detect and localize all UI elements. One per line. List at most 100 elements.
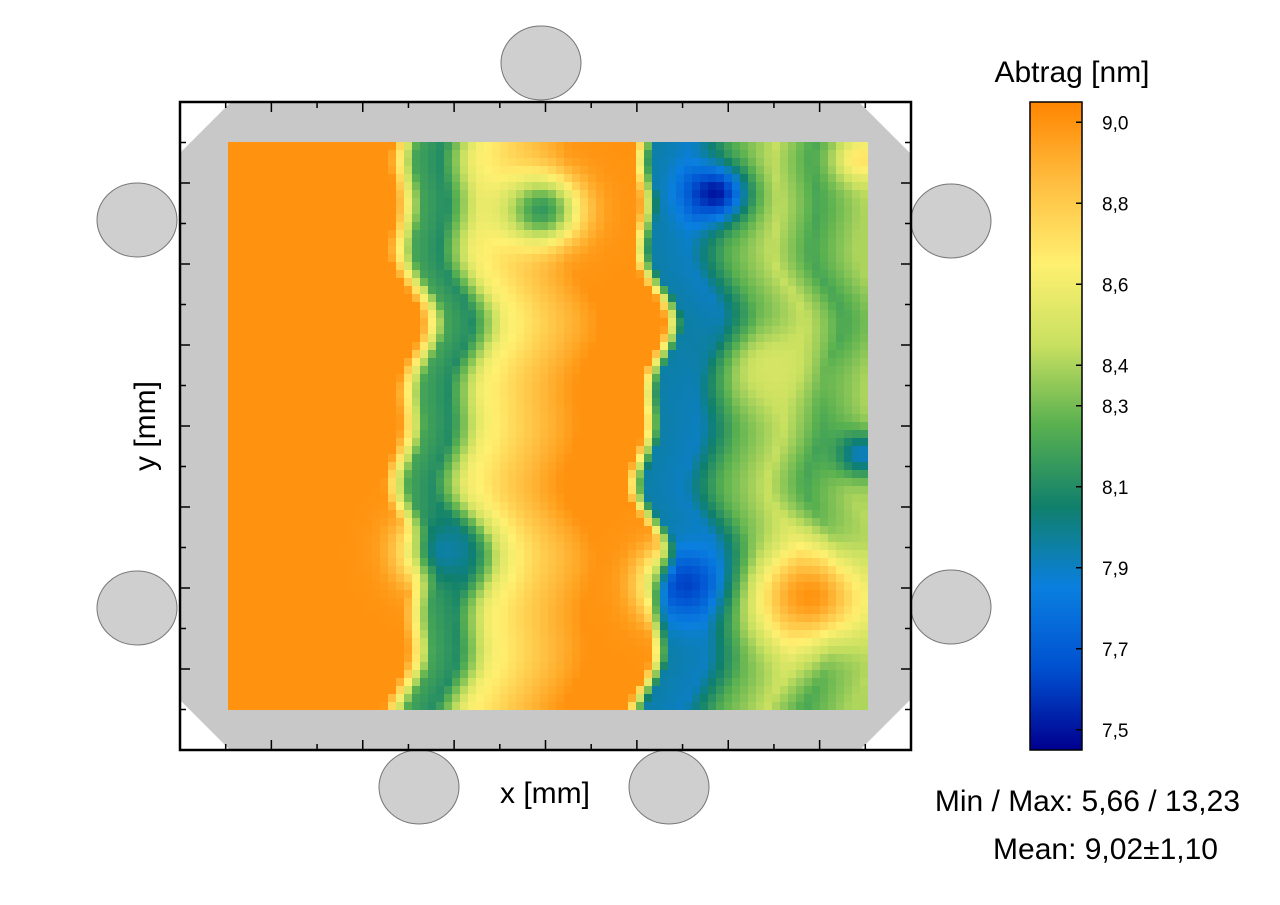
heatmap-cell [708, 294, 717, 303]
heatmap-cell [388, 454, 397, 463]
heatmap-cell [540, 230, 549, 239]
heatmap-cell [420, 622, 429, 631]
heatmap-cell [492, 182, 501, 191]
heatmap-cell [804, 198, 813, 207]
heatmap-cell [540, 566, 549, 575]
heatmap-cell [692, 430, 701, 439]
heatmap-cell [300, 614, 309, 623]
heatmap-cell [444, 190, 453, 199]
heatmap-cell [644, 366, 653, 375]
heatmap-cell [700, 294, 709, 303]
heatmap-cell [708, 422, 717, 431]
heatmap-cell [452, 438, 461, 447]
heatmap-cell [524, 558, 533, 567]
heatmap-cell [732, 542, 741, 551]
heatmap-cell [396, 190, 405, 199]
heatmap-cell [716, 302, 725, 311]
heatmap-cell [524, 374, 533, 383]
heatmap-cell [444, 534, 453, 543]
heatmap-cell [532, 334, 541, 343]
heatmap-cell [812, 302, 821, 311]
heatmap-cell [620, 174, 629, 183]
heatmap-cell [228, 446, 237, 455]
heatmap-cell [636, 566, 645, 575]
heatmap-cell [524, 382, 533, 391]
heatmap-cell [340, 446, 349, 455]
heatmap-cell [580, 190, 589, 199]
heatmap-cell [404, 462, 413, 471]
heatmap-cell [556, 214, 565, 223]
heatmap-cell [268, 302, 277, 311]
heatmap-cell [820, 446, 829, 455]
heatmap-cell [596, 582, 605, 591]
heatmap-cell [380, 598, 389, 607]
heatmap-cell [244, 230, 253, 239]
heatmap-cell [436, 526, 445, 535]
heatmap-cell [372, 534, 381, 543]
heatmap-cell [852, 446, 861, 455]
heatmap-cell [436, 438, 445, 447]
heatmap-cell [484, 278, 493, 287]
heatmap-cell [612, 486, 621, 495]
heatmap-cell [636, 438, 645, 447]
heatmap-cell [540, 214, 549, 223]
heatmap-cell [700, 390, 709, 399]
heatmap-cell [788, 390, 797, 399]
heatmap-cell [644, 422, 653, 431]
heatmap-cell [404, 238, 413, 247]
heatmap-cell [644, 294, 653, 303]
heatmap-cell [724, 374, 733, 383]
heatmap-cell [844, 150, 853, 159]
heatmap-cell [860, 270, 868, 279]
heatmap-cell [732, 270, 741, 279]
heatmap-cell [588, 590, 597, 599]
heatmap-cell [604, 542, 613, 551]
heatmap-cell [684, 150, 693, 159]
heatmap-cell [804, 526, 813, 535]
heatmap-cell [796, 198, 805, 207]
heatmap-cell [412, 598, 421, 607]
heatmap-cell [620, 598, 629, 607]
heatmap-cell [260, 630, 269, 639]
heatmap-cell [284, 150, 293, 159]
heatmap-cell [548, 510, 557, 519]
heatmap-cell [324, 262, 333, 271]
heatmap-cell [412, 342, 421, 351]
heatmap-cell [492, 614, 501, 623]
heatmap-cell [308, 398, 317, 407]
heatmap-cell [436, 214, 445, 223]
heatmap-cell [700, 342, 709, 351]
heatmap-cell [356, 638, 365, 647]
heatmap-cell [484, 254, 493, 263]
heatmap-cell [668, 358, 677, 367]
heatmap-cell [420, 470, 429, 479]
heatmap-cell [620, 190, 629, 199]
heatmap-cell [468, 190, 477, 199]
heatmap-cell [380, 230, 389, 239]
heatmap-cell [812, 206, 821, 215]
heatmap-cell [740, 286, 749, 295]
heatmap-cell [836, 294, 845, 303]
heatmap-cell [372, 614, 381, 623]
heatmap-cell [388, 142, 397, 151]
heatmap-cell [292, 358, 301, 367]
heatmap-cell [268, 374, 277, 383]
heatmap-cell [244, 486, 253, 495]
heatmap-cell [684, 590, 693, 599]
heatmap-cell [748, 222, 757, 231]
heatmap-cell [788, 574, 797, 583]
heatmap-cell [244, 622, 253, 631]
heatmap-cell [532, 278, 541, 287]
heatmap-cell [620, 494, 629, 503]
heatmap-cell [372, 318, 381, 327]
heatmap-cell [484, 414, 493, 423]
heatmap-cell [548, 614, 557, 623]
heatmap-cell [476, 550, 485, 559]
heatmap-cell [340, 414, 349, 423]
heatmap-cell [420, 262, 429, 271]
heatmap-cell [580, 558, 589, 567]
heatmap-cell [404, 350, 413, 359]
heatmap-cell [508, 462, 517, 471]
heatmap-cell [444, 550, 453, 559]
heatmap-cell [692, 414, 701, 423]
